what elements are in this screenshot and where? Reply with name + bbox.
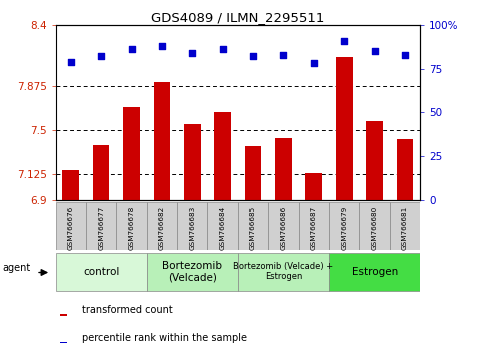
Point [310,61,318,66]
Bar [184,124,200,200]
FancyBboxPatch shape [329,202,359,250]
Text: GSM766682: GSM766682 [159,206,165,250]
Point [158,43,166,48]
Text: percentile rank within the sample: percentile rank within the sample [82,332,247,343]
Point [341,38,348,44]
FancyBboxPatch shape [238,202,268,250]
Text: Bortezomib (Velcade) +
Estrogen: Bortezomib (Velcade) + Estrogen [233,262,334,281]
FancyBboxPatch shape [147,202,177,250]
Point [97,53,105,59]
Bar [275,138,292,200]
Bar [336,57,353,200]
Text: GSM766678: GSM766678 [128,206,135,250]
Point [249,53,257,59]
Text: GSM766677: GSM766677 [98,206,104,250]
Bar [366,121,383,200]
Text: agent: agent [3,263,31,273]
FancyBboxPatch shape [208,202,238,250]
Point [188,50,196,56]
Bar [123,107,140,200]
FancyBboxPatch shape [298,202,329,250]
Text: Estrogen: Estrogen [352,267,398,277]
Bar [62,170,79,200]
Title: GDS4089 / ILMN_2295511: GDS4089 / ILMN_2295511 [151,11,325,24]
Bar [214,113,231,200]
Text: GSM766684: GSM766684 [220,206,226,250]
Text: GSM766685: GSM766685 [250,206,256,250]
FancyBboxPatch shape [56,202,86,250]
Bar [245,146,261,200]
Point [371,48,379,54]
Text: GSM766681: GSM766681 [402,206,408,250]
FancyBboxPatch shape [359,202,390,250]
Point [128,46,135,52]
FancyBboxPatch shape [329,252,420,291]
Text: transformed count: transformed count [82,305,173,315]
Text: GSM766679: GSM766679 [341,206,347,250]
Bar [60,314,67,316]
FancyBboxPatch shape [56,252,147,291]
Bar [305,173,322,200]
Text: control: control [83,267,119,277]
Point [67,59,74,64]
Bar [154,82,170,200]
Point [280,52,287,57]
Bar [93,145,110,200]
FancyBboxPatch shape [177,202,208,250]
Text: GSM766676: GSM766676 [68,206,74,250]
Bar [397,139,413,200]
FancyBboxPatch shape [147,252,238,291]
Text: Bortezomib
(Velcade): Bortezomib (Velcade) [162,261,222,282]
FancyBboxPatch shape [116,202,147,250]
FancyBboxPatch shape [390,202,420,250]
Text: GSM766686: GSM766686 [281,206,286,250]
FancyBboxPatch shape [268,202,298,250]
FancyBboxPatch shape [238,252,329,291]
Text: GSM766680: GSM766680 [371,206,378,250]
Point [401,52,409,57]
Point [219,46,227,52]
Bar [60,342,67,343]
Text: GSM766687: GSM766687 [311,206,317,250]
Text: GSM766683: GSM766683 [189,206,195,250]
FancyBboxPatch shape [86,202,116,250]
